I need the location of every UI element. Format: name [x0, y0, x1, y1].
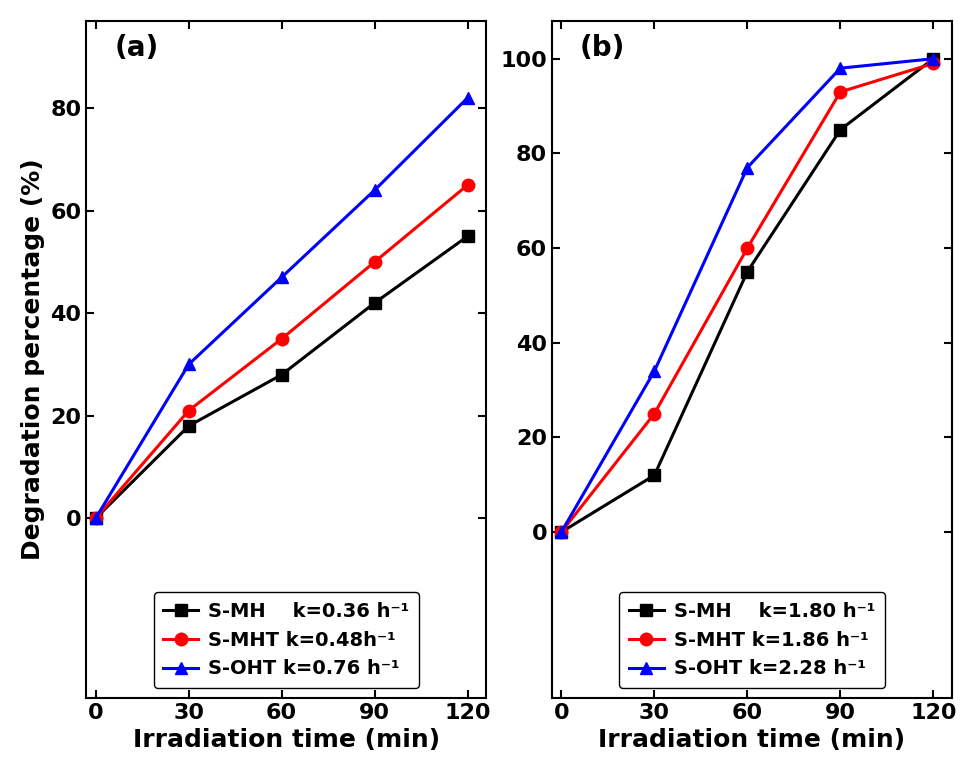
S-OHT k=2.28 h⁻¹ [556, 527, 567, 536]
S-OHT k=0.76 h⁻¹ [275, 273, 287, 282]
S-MHT k=0.48h⁻¹ [90, 513, 102, 523]
S-MHT k=0.48h⁻¹ [368, 257, 380, 267]
S-MH    k=0.36 h⁻¹ [462, 232, 473, 241]
S-MHT k=0.48h⁻¹ [183, 406, 195, 415]
Legend: S-MH    k=1.80 h⁻¹, S-MHT k=1.86 h⁻¹, S-OHT k=2.28 h⁻¹: S-MH k=1.80 h⁻¹, S-MHT k=1.86 h⁻¹, S-OHT… [619, 592, 885, 688]
S-MH    k=1.80 h⁻¹ [927, 54, 939, 63]
S-MH    k=0.36 h⁻¹ [90, 513, 102, 523]
S-OHT k=2.28 h⁻¹ [742, 163, 754, 172]
Legend: S-MH    k=0.36 h⁻¹, S-MHT k=0.48h⁻¹, S-OHT k=0.76 h⁻¹: S-MH k=0.36 h⁻¹, S-MHT k=0.48h⁻¹, S-OHT … [154, 592, 419, 688]
Line: S-OHT k=0.76 h⁻¹: S-OHT k=0.76 h⁻¹ [89, 91, 474, 525]
S-OHT k=0.76 h⁻¹ [90, 513, 102, 523]
Line: S-MHT k=1.86 h⁻¹: S-MHT k=1.86 h⁻¹ [555, 57, 940, 538]
S-OHT k=0.76 h⁻¹ [183, 359, 195, 369]
S-MH    k=1.80 h⁻¹ [649, 471, 661, 480]
S-OHT k=0.76 h⁻¹ [462, 93, 473, 102]
S-MHT k=1.86 h⁻¹ [742, 243, 754, 253]
S-MH    k=0.36 h⁻¹ [183, 421, 195, 431]
S-MH    k=1.80 h⁻¹ [556, 527, 567, 536]
S-MH    k=1.80 h⁻¹ [742, 267, 754, 277]
Text: (a): (a) [115, 34, 159, 63]
S-MHT k=1.86 h⁻¹ [649, 409, 661, 418]
S-MHT k=1.86 h⁻¹ [835, 87, 847, 97]
Y-axis label: Degradation percentage (%): Degradation percentage (%) [21, 158, 45, 560]
S-MHT k=1.86 h⁻¹ [556, 527, 567, 536]
S-MHT k=0.48h⁻¹ [462, 180, 473, 189]
Line: S-OHT k=2.28 h⁻¹: S-OHT k=2.28 h⁻¹ [555, 53, 940, 538]
Line: S-MHT k=0.48h⁻¹: S-MHT k=0.48h⁻¹ [89, 179, 474, 525]
S-MH    k=0.36 h⁻¹ [275, 370, 287, 380]
S-OHT k=2.28 h⁻¹ [927, 54, 939, 63]
S-OHT k=2.28 h⁻¹ [835, 63, 847, 73]
X-axis label: Irradiation time (min): Irradiation time (min) [132, 728, 440, 752]
S-MH    k=0.36 h⁻¹ [368, 298, 380, 308]
S-MH    k=1.80 h⁻¹ [835, 125, 847, 135]
Text: (b): (b) [580, 34, 625, 63]
Line: S-MH    k=0.36 h⁻¹: S-MH k=0.36 h⁻¹ [89, 230, 474, 525]
X-axis label: Irradiation time (min): Irradiation time (min) [599, 728, 906, 752]
S-MHT k=0.48h⁻¹ [275, 334, 287, 343]
Line: S-MH    k=1.80 h⁻¹: S-MH k=1.80 h⁻¹ [555, 53, 940, 538]
S-OHT k=2.28 h⁻¹ [649, 366, 661, 376]
S-OHT k=0.76 h⁻¹ [368, 186, 380, 195]
S-MHT k=1.86 h⁻¹ [927, 59, 939, 68]
